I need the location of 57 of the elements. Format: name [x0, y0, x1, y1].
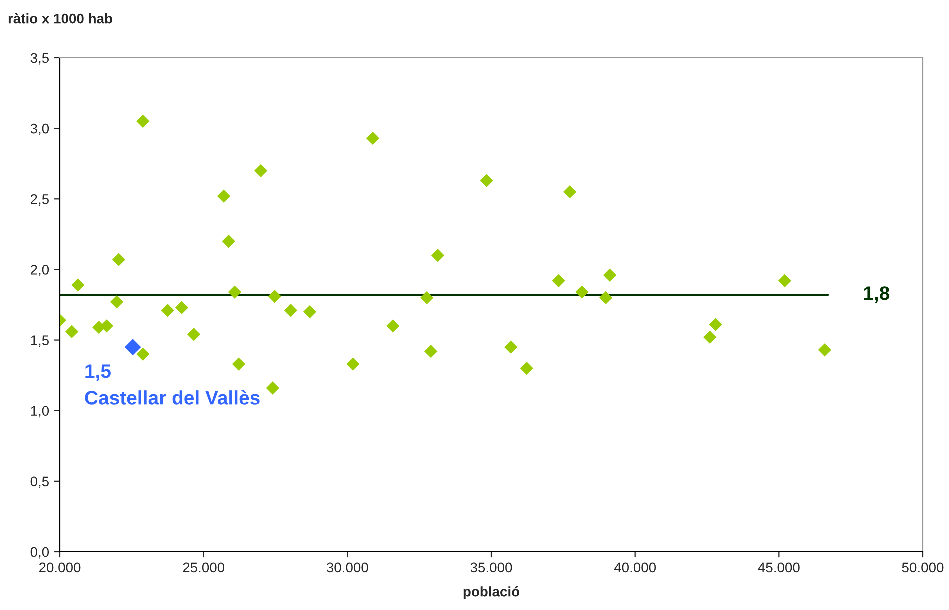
y-axis-title: ràtio x 1000 hab — [8, 13, 112, 24]
x-tick-label: 30.000 — [326, 562, 368, 573]
point — [778, 274, 792, 288]
point — [65, 325, 79, 338]
point — [254, 164, 268, 178]
point — [136, 348, 150, 361]
ref-line-label: 1,8 — [864, 286, 890, 304]
point — [284, 304, 298, 318]
y-tick-label: 1,5 — [31, 336, 50, 348]
point — [72, 278, 85, 292]
point — [704, 330, 717, 344]
y-tick-label: 3,0 — [30, 124, 50, 136]
point — [709, 318, 722, 332]
point — [161, 304, 174, 318]
point — [217, 190, 231, 203]
x-tick-label: 45.000 — [758, 562, 800, 573]
point — [552, 274, 566, 288]
x-tick-label: 25.000 — [183, 562, 225, 573]
y-tick-label: 0,5 — [30, 476, 50, 488]
point — [187, 328, 201, 342]
point — [112, 253, 126, 266]
point — [386, 320, 400, 333]
x-tick-label: 50.000 — [902, 562, 944, 573]
point — [222, 234, 236, 248]
x-tick-label: 20.000 — [39, 562, 81, 573]
point — [303, 305, 317, 319]
point — [520, 362, 534, 376]
point — [420, 291, 434, 305]
point — [366, 132, 380, 146]
y-tick-label: 0,0 — [30, 547, 50, 559]
point — [603, 268, 617, 282]
point — [110, 296, 124, 309]
y-tick-label: 1,0 — [31, 406, 50, 418]
y-tick-label: 3,5 — [30, 53, 50, 65]
point — [818, 344, 832, 357]
point — [175, 301, 189, 314]
point — [431, 249, 445, 262]
x-axis-title: població — [464, 586, 520, 600]
point — [346, 358, 360, 371]
point — [228, 286, 242, 299]
point — [268, 290, 282, 304]
annotation: 1,5 Castellar del Vallès — [85, 364, 260, 405]
y-tick-label: 2,0 — [30, 265, 50, 277]
point — [563, 186, 577, 199]
point — [100, 320, 114, 333]
x-tick-label: 35.000 — [470, 562, 512, 573]
point — [480, 174, 494, 188]
point — [599, 291, 613, 305]
point — [124, 339, 142, 356]
point — [424, 344, 438, 358]
point — [136, 114, 150, 128]
y-tick-label: 2,5 — [30, 194, 50, 206]
point — [504, 340, 518, 354]
point — [266, 382, 280, 395]
x-tick-label: 40.000 — [614, 562, 656, 573]
point — [576, 286, 589, 299]
point — [232, 358, 246, 371]
